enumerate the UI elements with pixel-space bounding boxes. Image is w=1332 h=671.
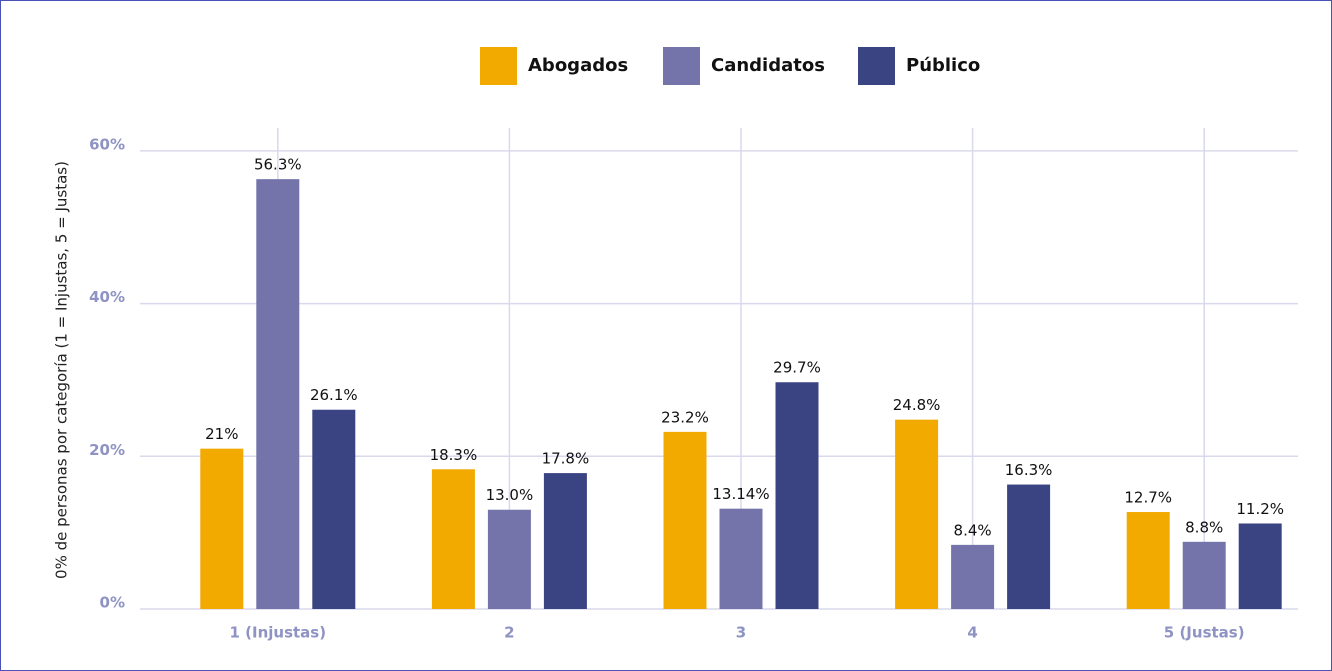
legend-label: Candidatos	[711, 55, 825, 76]
y-axis-label: 0% de personas por categoría (1 = Injust…	[53, 161, 71, 579]
x-tick-label: 4	[967, 624, 977, 642]
bar	[663, 431, 707, 609]
value-label: 8.4%	[954, 521, 992, 539]
value-label: 13.14%	[712, 485, 769, 503]
y-tick-label: 20%	[89, 441, 125, 459]
value-label: 23.2%	[661, 408, 709, 426]
legend-swatch	[663, 47, 700, 85]
x-tick-label: 2	[504, 624, 514, 642]
value-label: 18.3%	[430, 446, 478, 464]
value-label: 56.3%	[254, 156, 302, 174]
bar	[256, 179, 300, 609]
y-tick-label: 0%	[100, 594, 125, 612]
y-tick-label: 40%	[89, 288, 125, 306]
value-label: 26.1%	[310, 386, 358, 404]
x-tick-label: 1 (Injustas)	[229, 624, 326, 642]
value-label: 13.0%	[486, 486, 534, 504]
y-tick-label: 60%	[89, 135, 125, 153]
value-label: 8.8%	[1185, 518, 1223, 536]
value-label: 17.8%	[542, 450, 590, 468]
bar	[1126, 512, 1170, 609]
bar	[1182, 541, 1226, 609]
bar	[951, 544, 995, 609]
bar	[487, 509, 531, 609]
legend-swatch	[858, 47, 895, 85]
legend-swatch	[480, 47, 517, 85]
value-label: 29.7%	[773, 359, 821, 377]
bar	[1238, 523, 1282, 609]
bar	[200, 448, 244, 609]
value-label: 24.8%	[893, 396, 941, 414]
value-label: 11.2%	[1236, 500, 1284, 518]
bar	[775, 382, 819, 609]
bar	[431, 469, 475, 609]
legend-label: Público	[906, 55, 980, 76]
value-label: 16.3%	[1005, 461, 1053, 479]
bar	[312, 409, 356, 609]
value-label: 12.7%	[1124, 489, 1172, 507]
x-tick-label: 5 (Justas)	[1164, 624, 1245, 642]
bar	[1007, 484, 1051, 609]
bar	[719, 508, 763, 609]
value-label: 21%	[205, 425, 238, 443]
bar	[895, 419, 939, 609]
bar	[543, 473, 587, 609]
legend-label: Abogados	[528, 55, 628, 76]
x-tick-label: 3	[736, 624, 746, 642]
